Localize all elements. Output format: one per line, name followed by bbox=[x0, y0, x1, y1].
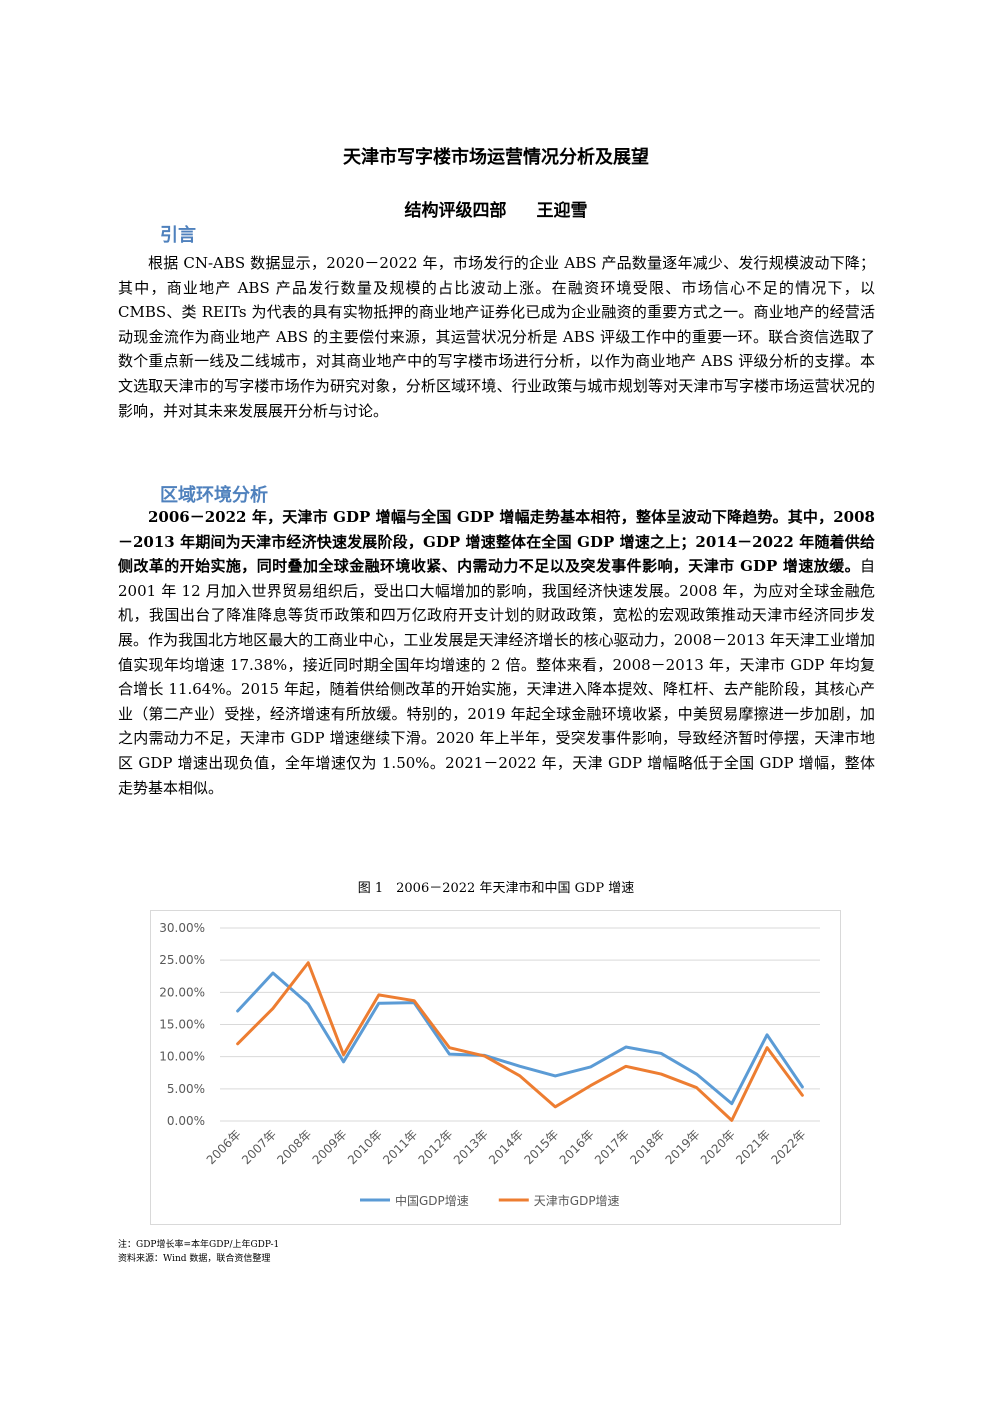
legend-label: 天津市GDP增速 bbox=[534, 1193, 620, 1208]
y-tick-label: 20.00% bbox=[159, 985, 205, 999]
author: 王迎雪 bbox=[536, 201, 588, 221]
note: 资料来源：Wind 数据，联合资信整理 bbox=[118, 1254, 271, 1264]
paragraph: 根据 CN-ABS 数据显示，2020－2022 年，市场发行的企业 ABS 产… bbox=[118, 251, 875, 423]
legend-label: 中国GDP增速 bbox=[395, 1193, 469, 1208]
paragraph: 2006－2022 年，天津市 GDP 增幅与全国 GDP 增幅走势基本相符，整… bbox=[118, 505, 875, 800]
paragraph-text: 根据 CN-ABS 数据显示，2020－2022 年，市场发行的企业 ABS 产… bbox=[118, 254, 875, 420]
note: 注：GDP增长率=本年GDP/上年GDP-1 bbox=[118, 1240, 280, 1250]
y-tick-label: 15.00% bbox=[159, 1018, 205, 1032]
y-tick-label: 30.00% bbox=[159, 921, 205, 935]
y-tick-label: 25.00% bbox=[159, 953, 205, 967]
line-series bbox=[236, 971, 804, 1106]
y-tick-label: 0.00% bbox=[167, 1114, 205, 1128]
y-tick-label: 10.00% bbox=[159, 1050, 205, 1064]
line-series bbox=[236, 961, 804, 1122]
figure-caption: 图 1 2006－2022 年天津市和中国 GDP 增速 bbox=[357, 881, 635, 896]
doc-title: 天津市写字楼市场运营情况分析及展望 bbox=[343, 147, 649, 168]
section-heading: 区域环境分析 bbox=[160, 485, 268, 506]
chart-frame bbox=[150, 910, 841, 1225]
author-line: 结构评级四部 王迎雪 bbox=[0, 196, 992, 221]
section-heading: 引言 bbox=[160, 225, 196, 246]
department: 结构评级四部 bbox=[404, 201, 507, 221]
paragraph-bold: 2006－2022 年，天津市 GDP 增幅与全国 GDP 增幅走势基本相符，整… bbox=[118, 508, 875, 576]
paragraph-text: 自 2001 年 12 月加入世界贸易组织后，受出口大幅增加的影响，我国经济快速… bbox=[118, 557, 875, 797]
chart: 0.00% 5.00% 10.00% 15.00% 20.00% 25.00% 30.00%… bbox=[150, 910, 841, 1225]
y-tick-label: 5.00% bbox=[167, 1082, 205, 1096]
